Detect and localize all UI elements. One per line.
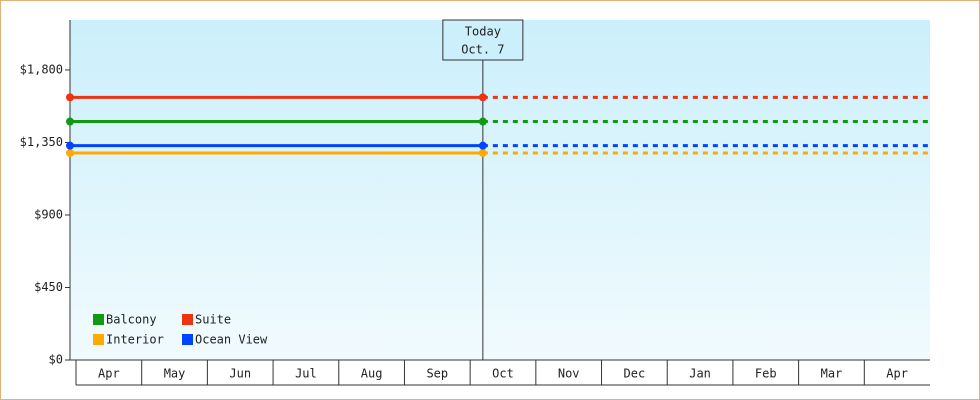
plot-area <box>70 20 930 360</box>
point <box>66 148 74 157</box>
x-tick-label: Oct <box>492 367 514 381</box>
x-tick-label: Jun <box>229 367 251 381</box>
annotation: Today <box>465 25 501 39</box>
x-tick-label: Jul <box>295 367 317 381</box>
y-tick-label: $0 <box>49 353 63 367</box>
legend-label: Balcony <box>106 313 157 327</box>
x-tick-label: Mar <box>821 367 843 381</box>
point <box>478 117 487 126</box>
legend-swatch <box>182 334 193 345</box>
x-tick-label: Feb <box>755 367 777 381</box>
x-tick-label: Apr <box>98 367 120 381</box>
x-tick-label: Nov <box>558 367 580 381</box>
point <box>66 117 74 126</box>
y-tick-label: $450 <box>34 280 63 294</box>
y-tick-label: $900 <box>34 207 63 221</box>
y-tick-label: $1,350 <box>20 135 63 149</box>
x-tick-label: Aug <box>361 367 383 381</box>
point <box>66 93 74 102</box>
x-tick-label: May <box>164 367 186 381</box>
point <box>478 141 487 150</box>
x-tick-label: Sep <box>426 367 448 381</box>
annotation: Oct. 7 <box>461 43 504 57</box>
point <box>478 93 487 102</box>
legend-label: Ocean View <box>195 333 268 347</box>
x-tick-label: Apr <box>886 367 908 381</box>
point <box>478 148 487 157</box>
y-tick-label: $1,800 <box>20 62 63 76</box>
legend-swatch <box>93 334 104 345</box>
today-box <box>442 19 524 61</box>
legend-swatch <box>182 314 193 325</box>
legend-label: Suite <box>195 313 231 327</box>
x-tick-label: Dec <box>624 367 646 381</box>
point <box>66 141 74 150</box>
legend-label: Interior <box>106 333 164 347</box>
x-tick-label: Jan <box>689 367 711 381</box>
legend-swatch <box>93 314 104 325</box>
